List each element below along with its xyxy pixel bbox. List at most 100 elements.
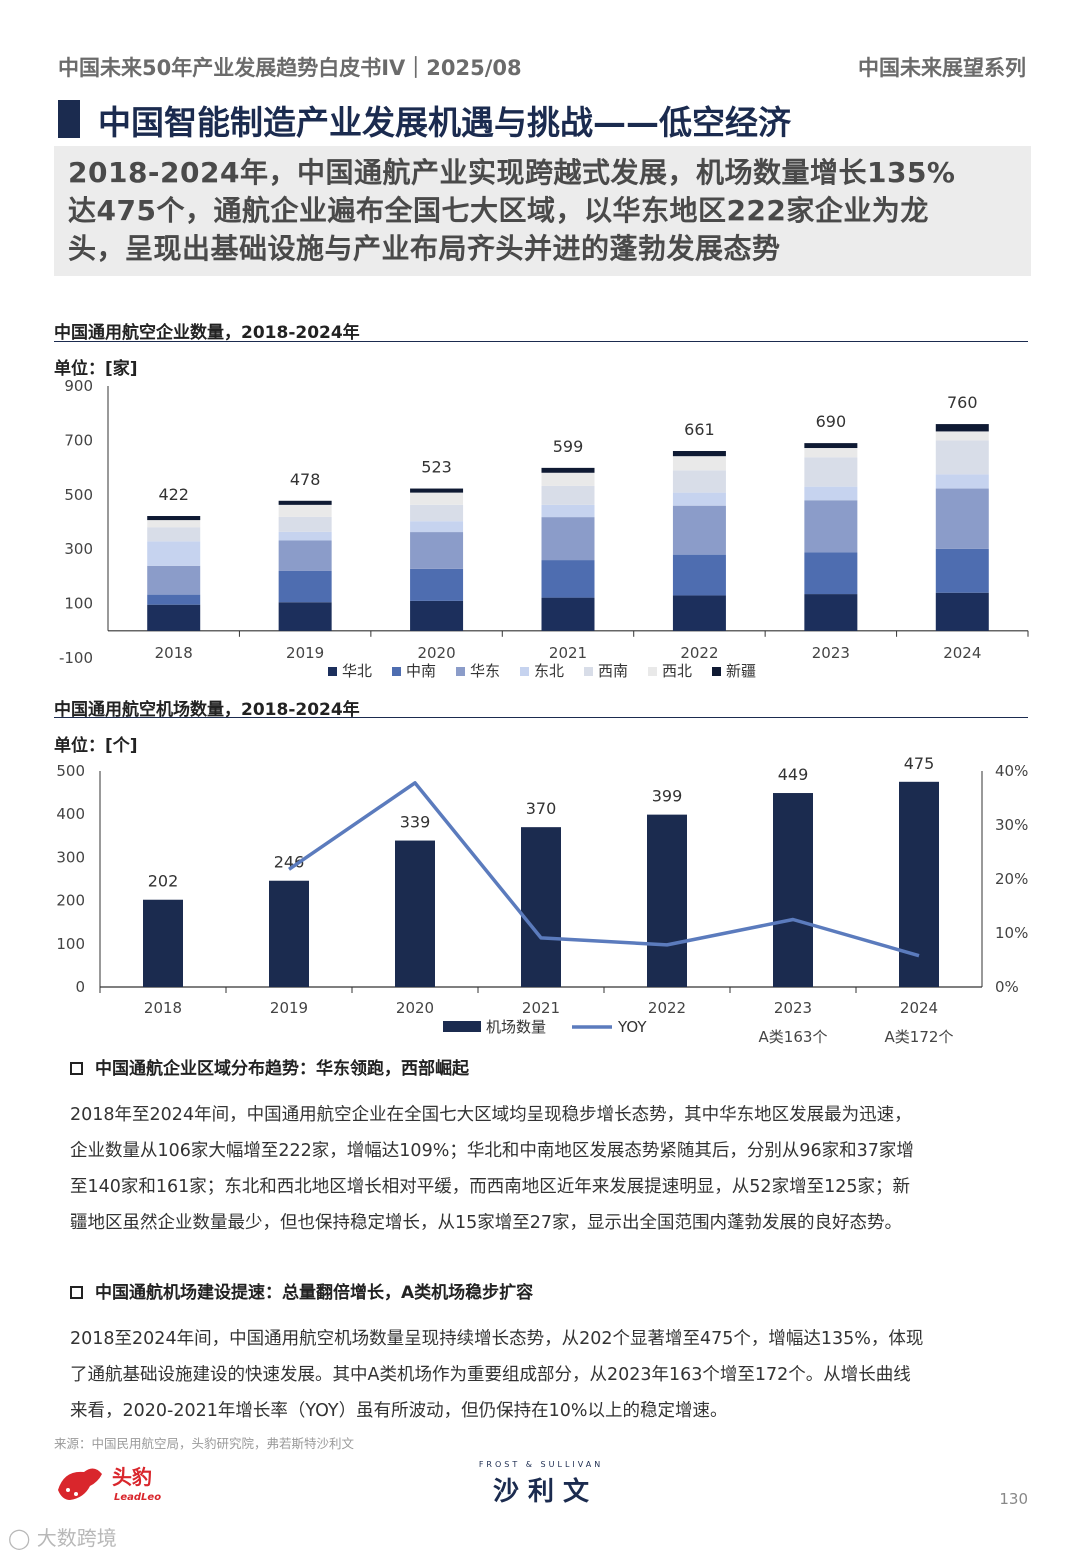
chart1-xtick: 2021: [549, 644, 587, 662]
chart2-ytick-left: 500: [56, 762, 85, 780]
chart2-ytick-right: 0%: [995, 978, 1019, 996]
chart1-bar-segment: [935, 592, 989, 631]
chart1-legend-label: 中南: [406, 662, 436, 680]
chart1-bar-segment: [147, 565, 201, 595]
chart2-divider: [54, 717, 1028, 718]
chart1-bar-segment: [672, 456, 726, 471]
chart2-bar: [521, 827, 561, 987]
chart1-bar-segment: [147, 516, 201, 521]
checkbox-icon: [70, 1062, 83, 1075]
section2-line-2: 了通航基础设施建设的快速发展。其中A类机场作为重要组成部分，从2023年163个…: [70, 1365, 911, 1385]
frost-sullivan-logo: FROST & SULLIVAN 沙 利 文: [466, 1460, 616, 1508]
page-title: 中国智能制造产业发展机遇与挑战——低空经济: [98, 103, 791, 142]
chart1-bar-segment: [672, 451, 726, 457]
chart1-svg: 900 700 500 300 100 -100 422 2018 478 2019 523 2020…: [59, 377, 1029, 680]
chart1-total-label: 690: [816, 412, 847, 431]
frost-sullivan-en: FROST & SULLIVAN: [478, 1460, 604, 1469]
chart1-bar-segment: [278, 531, 332, 541]
chart1-bar-segment: [541, 504, 595, 518]
chart1-unit: 单位：[家]: [54, 359, 138, 379]
summary-line-3: 头，呈现出基础设施与产业布局齐头并进的蓬勃发展态势: [68, 232, 781, 265]
chart1-bar-segment: [804, 448, 858, 458]
chart2-ytick-left: 100: [56, 935, 85, 953]
chart2-ytick-left: 300: [56, 848, 85, 866]
chart1-bar-segment: [935, 474, 989, 489]
chart2-legend-bar-label: 机场数量: [486, 1018, 546, 1036]
chart1-bar-segment: [147, 527, 201, 542]
chart2-xtick: 2019: [270, 999, 308, 1017]
section1-line-4: 疆地区虽然企业数量最少，但也保持稳定增长，从15家增至27家，显示出全国范围内蓬…: [70, 1213, 903, 1233]
checkbox-icon: [70, 1286, 83, 1299]
chart1-legend-swatch: [648, 667, 657, 676]
chart1-ytick: 900: [64, 377, 93, 395]
chart1-ytick: 700: [64, 431, 93, 449]
chart1-legend-swatch: [520, 667, 529, 676]
chart1-total-label: 599: [553, 437, 584, 456]
title-accent-bar: [58, 100, 80, 138]
chart2-ytick-left: 200: [56, 892, 85, 910]
chart1-title: 中国通用航空企业数量，2018-2024年: [54, 323, 360, 343]
chart2-bar-label: 370: [526, 799, 557, 818]
section1-title: 中国通航企业区域分布趋势：华东领跑，西部崛起: [70, 1054, 469, 1079]
chart1-bar-segment: [410, 488, 464, 493]
section2-title-text: 中国通航机场建设提速：总量翻倍增长，A类机场稳步扩容: [95, 1283, 534, 1303]
chart2-bar-label: 246: [274, 853, 305, 872]
chart1-bar-segment: [278, 516, 332, 532]
chart1-bar-segment: [147, 520, 201, 528]
chart1-legend-label: 西南: [598, 662, 628, 680]
chart1-legend-label: 东北: [534, 662, 564, 680]
chart1-bar-segment: [278, 540, 332, 571]
chart2-bar-label: 449: [778, 765, 809, 784]
chart1-legend-swatch: [584, 667, 593, 676]
chart1-bar-segment: [935, 548, 989, 593]
chart1-bar-segment: [672, 595, 726, 631]
section2-paragraph: 2018至2024年间，中国通用航空机场数量呈现持续增长态势，从202个显著增至…: [70, 1321, 1020, 1429]
chart1-xtick: 2018: [155, 644, 193, 662]
leadleo-logo-cn: 头豹: [112, 1465, 152, 1489]
chart1-bar-segment: [278, 602, 332, 631]
chart1-xtick: 2019: [286, 644, 324, 662]
chart1-bar-segment: [935, 431, 989, 441]
chart1-bar-segment: [541, 597, 595, 631]
chart1-bar-segment: [147, 541, 201, 566]
chart2-bar-label: 475: [904, 755, 935, 773]
summary-box: 2018-2024年，中国通航产业实现跨越式发展，机场数量增长135% 达475…: [54, 146, 1031, 276]
chart2-ytick-right: 40%: [995, 762, 1028, 780]
leopard-icon: 头豹 LeadLeo: [58, 1465, 161, 1503]
chart2-sublabel: A类172个: [885, 1028, 954, 1046]
chart1-bar-segment: [804, 500, 858, 553]
chart1-ytick: 500: [64, 486, 93, 504]
chart2-title: 中国通用航空机场数量，2018-2024年: [54, 700, 360, 720]
chart2-ytick-right: 10%: [995, 924, 1028, 942]
section2-line-1: 2018至2024年间，中国通用航空机场数量呈现持续增长态势，从202个显著增至…: [70, 1329, 924, 1349]
chart2-legend-bar-swatch: [443, 1021, 481, 1032]
chart1-bar-segment: [672, 470, 726, 493]
chart1-bar-segment: [278, 504, 332, 517]
chart1-legend-swatch: [456, 667, 465, 676]
chart1-total-label: 478: [290, 470, 321, 489]
chart2-svg: 500 400 300 200 100 0 40% 30% 20% 10% 0% 202 2018 246…: [56, 755, 1028, 1046]
chart2-ytick-right: 30%: [995, 816, 1028, 834]
chart1-legend-label: 西北: [662, 662, 692, 680]
chart1-bar-segment: [410, 600, 464, 631]
chart2-bar: [647, 814, 687, 987]
frost-sullivan-cn: 沙 利 文: [492, 1477, 590, 1507]
section1-title-text: 中国通航企业区域分布趋势：华东领跑，西部崛起: [95, 1059, 469, 1079]
chart1-legend-swatch: [712, 667, 721, 676]
chart2-bar-label: 339: [400, 813, 431, 832]
chart1-bar-segment: [147, 604, 201, 631]
section1-line-2: 企业数量从106家大幅增至222家，增幅达109%；华北和中南地区发展态势紧随其…: [70, 1141, 914, 1161]
chart1-ytick: 100: [64, 595, 93, 613]
chart2-bar-label: 202: [148, 872, 179, 891]
chart2-yoy-line: [288, 781, 920, 958]
chart2-bar: [143, 899, 183, 987]
chart2-unit: 单位：[个]: [54, 736, 138, 756]
chart1-legend-label: 华北: [342, 662, 372, 680]
section2-line-3: 来看，2020-2021年增长率（YOY）虽有所波动，但仍保持在10%以上的稳定…: [70, 1401, 728, 1421]
chart2-bar: [395, 840, 435, 987]
chart1-xtick: 2023: [812, 644, 850, 662]
chart1-bar-segment: [804, 594, 858, 631]
chart1-bar-segment: [541, 517, 595, 561]
section1-paragraph: 2018年至2024年间，中国通用航空企业在全国七大区域均呈现稳步增长态势，其中…: [70, 1097, 1020, 1241]
watermark-icon: ◯: [8, 1526, 31, 1550]
